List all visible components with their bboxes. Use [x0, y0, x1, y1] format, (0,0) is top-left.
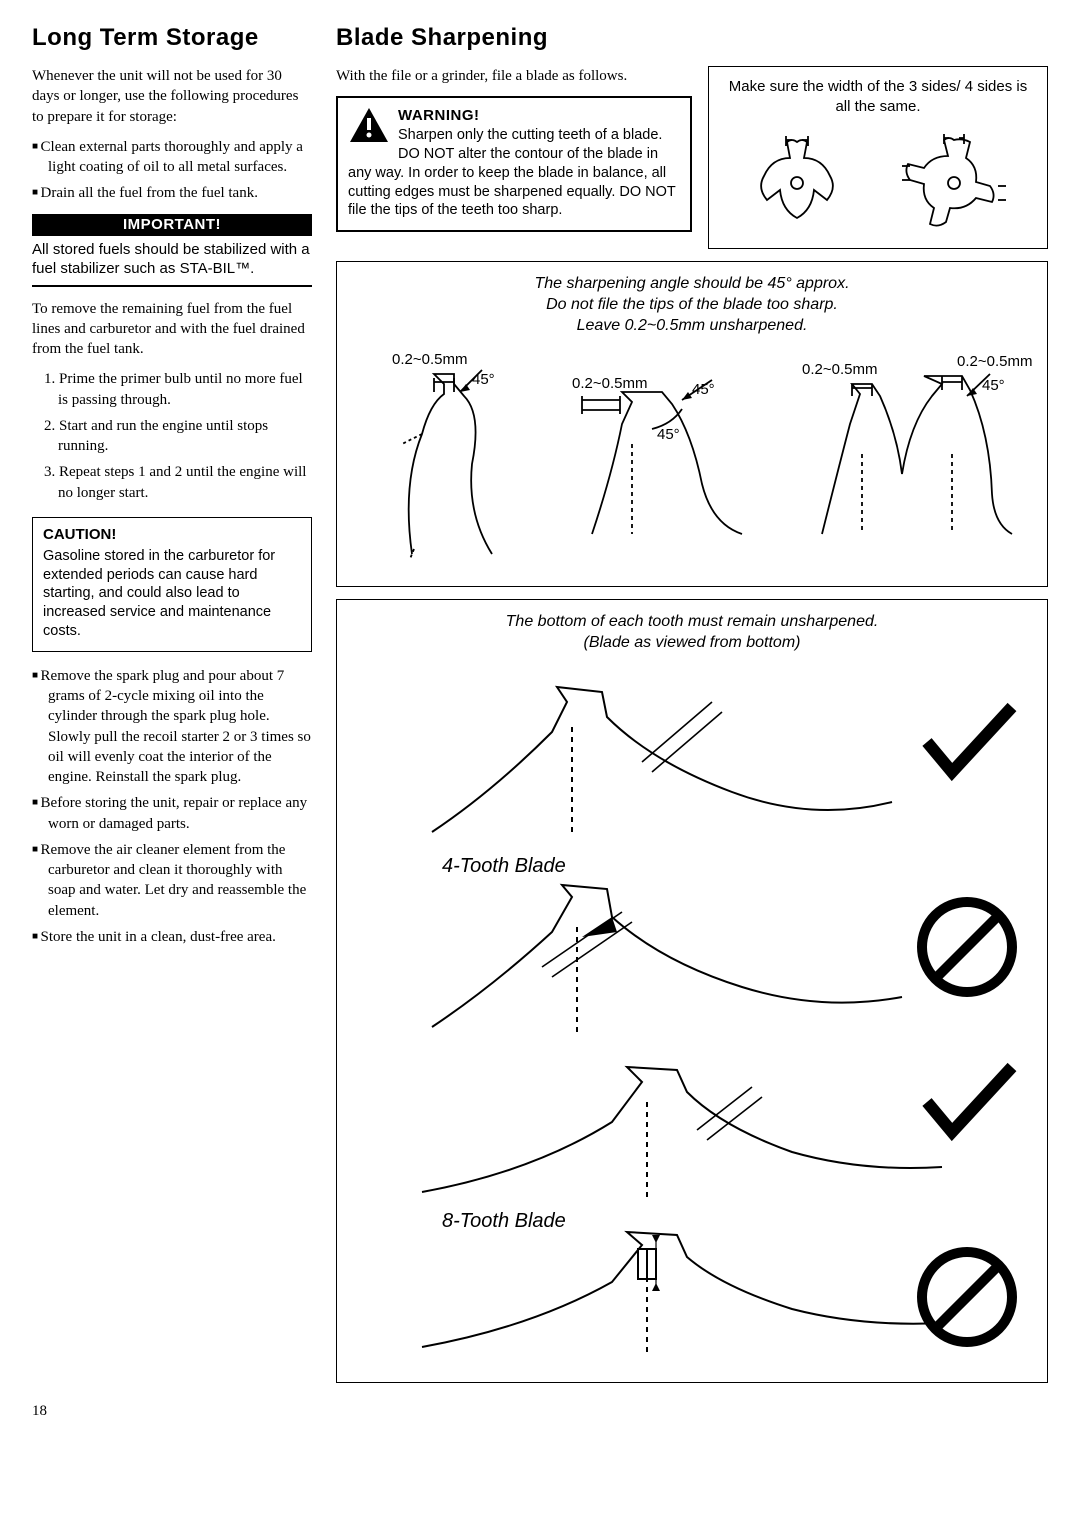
drain-text: To remove the remaining fuel from the fu…: [32, 299, 312, 360]
bottom-view-diagram: 4-Tooth Blade: [352, 662, 1032, 1362]
sharpening-intro: With the file or a grinder, file a blade…: [336, 66, 692, 86]
warning-title: WARNING!: [398, 107, 480, 124]
storage-bullets-2: Remove the spark plug and pour about 7 g…: [32, 666, 312, 947]
sharpening-heading: Blade Sharpening: [336, 24, 1048, 52]
angle-caption: The sharpening angle should be 45° appro…: [349, 274, 1035, 336]
svg-text:45°: 45°: [657, 426, 680, 443]
svg-text:0.2~0.5mm: 0.2~0.5mm: [392, 351, 467, 368]
caution-body: Gasoline stored in the carburetor for ex…: [43, 547, 301, 641]
warning-box: WARNING! Sharpen only the cutting teeth …: [336, 96, 692, 232]
left-column: Long Term Storage Whenever the unit will…: [32, 24, 312, 1395]
warning-icon: [348, 106, 390, 144]
bullet: Drain all the fuel from the fuel tank.: [32, 183, 312, 203]
page-number: 18: [32, 1403, 1048, 1420]
svg-text:0.2~0.5mm: 0.2~0.5mm: [957, 353, 1032, 370]
bullet: Remove the air cleaner element from the …: [32, 840, 312, 921]
important-label: IMPORTANT!: [115, 214, 229, 236]
bottom-diagram-box: The bottom of each tooth must remain uns…: [336, 599, 1048, 1383]
storage-intro: Whenever the unit will not be used for 3…: [32, 66, 312, 127]
svg-text:45°: 45°: [472, 371, 495, 388]
storage-heading: Long Term Storage: [32, 24, 312, 52]
width-note-text: Make sure the width of the 3 sides/ 4 si…: [721, 77, 1035, 116]
storage-bullets-1: Clean external parts thoroughly and appl…: [32, 137, 312, 204]
warning-body: Sharpen only the cutting teeth of a blad…: [348, 127, 676, 218]
caution-box: CAUTION! Gasoline stored in the carburet…: [32, 517, 312, 652]
svg-text:4-Tooth Blade: 4-Tooth Blade: [442, 855, 566, 877]
bullet: Clean external parts thoroughly and appl…: [32, 137, 312, 178]
width-note-box: Make sure the width of the 3 sides/ 4 si…: [708, 66, 1048, 249]
bullet: Remove the spark plug and pour about 7 g…: [32, 666, 312, 788]
svg-text:8-Tooth Blade: 8-Tooth Blade: [442, 1210, 566, 1232]
svg-text:45°: 45°: [692, 381, 715, 398]
step: 2. Start and run the engine until stops …: [32, 416, 312, 457]
important-bar: IMPORTANT!: [32, 214, 312, 236]
bullet: Before storing the unit, repair or repla…: [32, 793, 312, 834]
drain-steps: 1. Prime the primer bulb until no more f…: [32, 369, 312, 503]
blade-4-icon: [894, 128, 1014, 238]
caution-title: CAUTION!: [43, 526, 301, 543]
blade-3-icon: [742, 128, 852, 238]
svg-text:0.2~0.5mm: 0.2~0.5mm: [572, 375, 647, 392]
step: 3. Repeat steps 1 and 2 until the engine…: [32, 462, 312, 503]
right-column: Blade Sharpening With the file or a grin…: [336, 24, 1048, 1395]
angle-diagram-box: The sharpening angle should be 45° appro…: [336, 261, 1048, 587]
bullet: Store the unit in a clean, dust-free are…: [32, 927, 312, 947]
important-text: All stored fuels should be stabilized wi…: [32, 240, 312, 287]
bottom-caption: The bottom of each tooth must remain uns…: [349, 612, 1035, 654]
angle-diagram: 0.2~0.5mm 45°: [352, 344, 1032, 574]
svg-text:0.2~0.5mm: 0.2~0.5mm: [802, 361, 877, 378]
step: 1. Prime the primer bulb until no more f…: [32, 369, 312, 410]
